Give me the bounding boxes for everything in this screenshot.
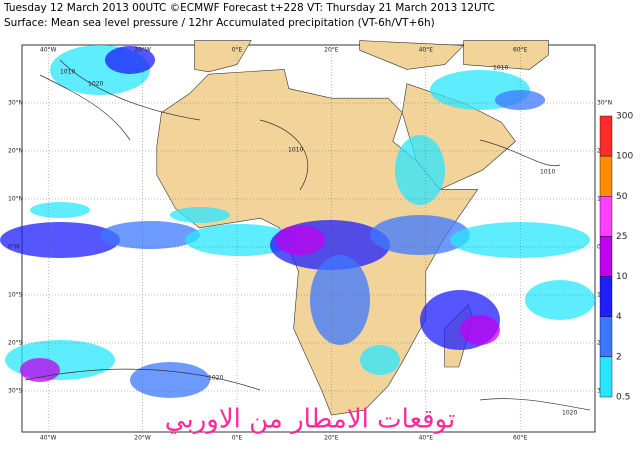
rain-area bbox=[170, 207, 230, 223]
rain-area bbox=[30, 202, 90, 218]
rain-area bbox=[100, 221, 200, 249]
colorbar-label: 25 bbox=[616, 232, 627, 242]
lat-label: 20°S bbox=[8, 340, 23, 347]
lon-label: 20°E bbox=[324, 47, 339, 54]
lon-label: 40°W bbox=[40, 47, 57, 54]
lon-label: 60°E bbox=[513, 47, 528, 54]
lat-label: 30°S bbox=[8, 388, 23, 395]
isobar-label: 1020 bbox=[208, 375, 223, 382]
isobar-label: 1010 bbox=[60, 69, 75, 76]
colorbar-swatch bbox=[599, 276, 613, 317]
lat-label: 20°N bbox=[8, 148, 23, 155]
lat-label: 10°N bbox=[8, 196, 23, 203]
isobar-label: 1010 bbox=[288, 147, 303, 154]
colorbar-label: 300 bbox=[616, 112, 633, 122]
rain-area bbox=[310, 255, 370, 345]
isobar bbox=[24, 368, 261, 391]
colorbar-label: 100 bbox=[616, 152, 633, 162]
colorbar-swatch bbox=[599, 356, 613, 398]
isobar bbox=[259, 119, 309, 191]
colorbar-label: 4 bbox=[616, 312, 622, 322]
rain-area bbox=[0, 222, 120, 258]
isobars bbox=[24, 59, 591, 411]
lon-label: 20°W bbox=[134, 435, 151, 442]
land-mass bbox=[359, 40, 465, 70]
isobar-label: 1010 bbox=[493, 65, 508, 72]
isobar bbox=[59, 59, 201, 121]
colorbar-swatch bbox=[599, 236, 613, 277]
header-line: Surface: Mean sea level pressure / 12hr … bbox=[4, 17, 435, 29]
lat-label: 30°N bbox=[8, 100, 23, 107]
colorbar-swatch bbox=[599, 316, 613, 358]
isobar bbox=[479, 398, 591, 411]
colorbar-swatch bbox=[599, 115, 613, 157]
isobar-label: 1020 bbox=[562, 410, 577, 417]
rain-area bbox=[460, 315, 500, 345]
colorbar: 300 100 50 25 10 4 2 0.5 bbox=[599, 112, 633, 403]
isobar-label: 1020 bbox=[88, 81, 103, 88]
land-mass bbox=[463, 40, 549, 70]
lon-label: 20°E bbox=[324, 435, 339, 442]
lon-label: 40°E bbox=[419, 47, 434, 54]
rain-area bbox=[20, 358, 60, 382]
isobar-label: 1010 bbox=[540, 169, 555, 176]
lat-label: 30°N bbox=[597, 100, 612, 107]
isobar bbox=[39, 74, 131, 141]
lon-label: 40°W bbox=[40, 435, 57, 442]
lon-label: 0°E bbox=[232, 47, 243, 54]
lat-label: 10°S bbox=[8, 292, 23, 299]
rain-area bbox=[185, 224, 295, 256]
colorbar-label: 2 bbox=[616, 352, 622, 362]
rain-area bbox=[360, 345, 400, 375]
colorbar-label: 0.5 bbox=[616, 393, 630, 403]
lon-label: 0°E bbox=[232, 435, 243, 442]
lon-label: 20°W bbox=[134, 47, 151, 54]
isobar bbox=[479, 139, 561, 167]
lon-label: 60°E bbox=[513, 435, 528, 442]
graticule: 40°W 40°W 20°W 20°W 0°E 0°E 20°E 20°E 40°E 40°E 60… bbox=[8, 45, 612, 442]
rain-area bbox=[370, 215, 470, 255]
lon-label: 40°E bbox=[419, 435, 434, 442]
rain-area bbox=[525, 280, 595, 320]
rain-area bbox=[395, 135, 445, 205]
rain-area bbox=[130, 362, 210, 398]
colorbar-swatch bbox=[599, 196, 613, 237]
colorbar-label: 10 bbox=[616, 272, 628, 282]
watermark: توقعات الامطار من الاوربي bbox=[165, 405, 455, 435]
header-line: Tuesday 12 March 2013 00UTC ©ECMWF Forec… bbox=[4, 2, 495, 14]
colorbar-swatch bbox=[599, 155, 613, 197]
rain-area bbox=[275, 225, 325, 255]
colorbar-label: 50 bbox=[616, 192, 628, 202]
lat-label: 0°N bbox=[8, 244, 19, 251]
